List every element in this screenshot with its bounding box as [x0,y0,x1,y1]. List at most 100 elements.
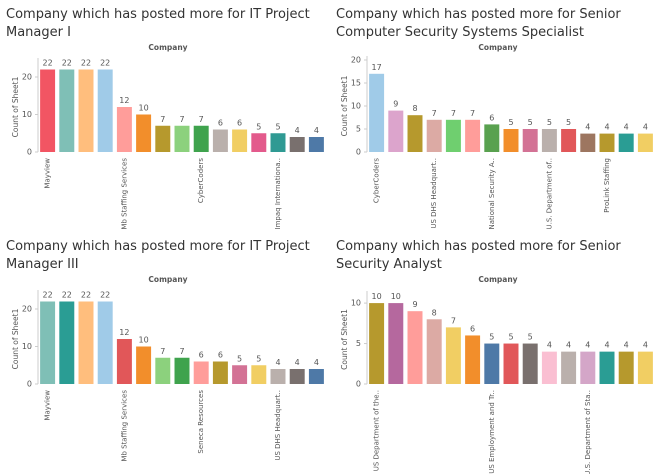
value-label: 7 [451,316,456,325]
bar [388,303,404,384]
bar [289,369,305,384]
y-tick-label: 10 [351,102,361,111]
x-tick-label: U.S. Department of Sta.. [584,390,592,474]
value-label: 10 [391,292,401,301]
bar [369,303,385,384]
y-tick-label: 20 [22,73,32,82]
x-tick-label: CyberCoders [373,158,381,203]
bar [561,129,577,152]
value-label: 5 [508,118,513,127]
y-tick-label: 15 [351,79,361,88]
value-label: 22 [100,59,110,68]
value-label: 22 [81,291,91,300]
value-label: 7 [451,109,456,118]
x-tick-label: US DHS Headquart.. [430,158,438,229]
value-label: 7 [179,347,184,356]
value-label: 5 [566,118,571,127]
bar [289,137,305,152]
bar [78,301,94,384]
value-label: 5 [275,122,280,131]
x-tick-label: Mb Staffing Services [120,390,128,462]
bar [136,346,152,384]
value-label: 7 [432,109,437,118]
x-tick-label: Mayview [44,390,52,421]
value-label: 4 [275,358,280,367]
value-label: 4 [604,341,609,350]
bar [78,69,94,152]
value-label: 22 [81,59,91,68]
bar [388,110,404,152]
bar [251,133,267,152]
bar [522,129,538,152]
bar [136,114,152,152]
y-axis-label: Count of Sheet1 [11,76,20,137]
value-label: 5 [256,354,261,363]
value-label: 4 [643,341,648,350]
x-tick-label: Impaq Internationa.. [274,158,282,229]
value-label: 4 [547,341,552,350]
bar [484,124,500,152]
x-tick-label: US Employment and Tr.. [488,390,496,474]
value-label: 22 [100,291,110,300]
bar [232,365,248,384]
x-tick-label: Mb Staffing Services [120,158,128,230]
y-axis-label: Count of Sheet1 [11,308,20,369]
y-tick-label: 20 [351,56,361,65]
bar [407,311,423,384]
bar [637,351,653,384]
bar [193,361,209,384]
y-axis-label: Count of Sheet1 [340,309,349,370]
bar [465,119,481,152]
value-label: 5 [528,118,533,127]
value-label: 6 [470,324,475,333]
bar [40,69,56,152]
bar [251,365,267,384]
bar [541,129,557,152]
value-label: 7 [179,115,184,124]
value-label: 4 [585,341,590,350]
value-label: 4 [585,123,590,132]
bar [599,133,615,152]
value-label: 4 [643,123,648,132]
value-label: 4 [566,341,571,350]
chart-title: Company which has posted more for Senior… [336,239,621,272]
value-label: 7 [470,109,475,118]
bar [484,343,500,384]
bar [174,357,190,384]
value-label: 22 [62,291,72,300]
bar [155,357,171,384]
value-label: 6 [237,119,242,128]
bar [59,69,75,152]
subtitle: Company [478,275,517,284]
value-label: 22 [43,59,53,68]
chart-title: Company which has posted more for IT Pro… [6,7,310,40]
value-label: 22 [62,59,72,68]
bar [308,137,324,152]
value-label: 7 [199,115,204,124]
chart-title: Company which has posted more for IT Pro… [6,239,310,272]
value-label: 4 [314,358,319,367]
bar [541,351,557,384]
x-tick-label: CyberCoders [197,158,205,203]
y-axis-label: Count of Sheet1 [340,75,349,136]
value-label: 8 [412,104,417,113]
bar [580,133,596,152]
x-tick-label: U.S. Department of.. [545,158,553,230]
value-label: 5 [237,354,242,363]
y-tick-label: 0 [27,380,32,389]
bar [618,133,634,152]
value-label: 4 [624,341,629,350]
y-tick-label: 10 [351,299,361,308]
x-tick-label: National Security A.. [488,158,496,229]
x-tick-label: US Department of the.. [373,390,381,471]
bar [116,107,132,152]
bar [97,69,113,152]
chart-title: Company which has posted more for Senior… [336,7,621,40]
value-label: 4 [604,123,609,132]
value-label: 6 [218,119,223,128]
bar [618,351,634,384]
value-label: 5 [508,333,513,342]
y-tick-label: 20 [22,305,32,314]
